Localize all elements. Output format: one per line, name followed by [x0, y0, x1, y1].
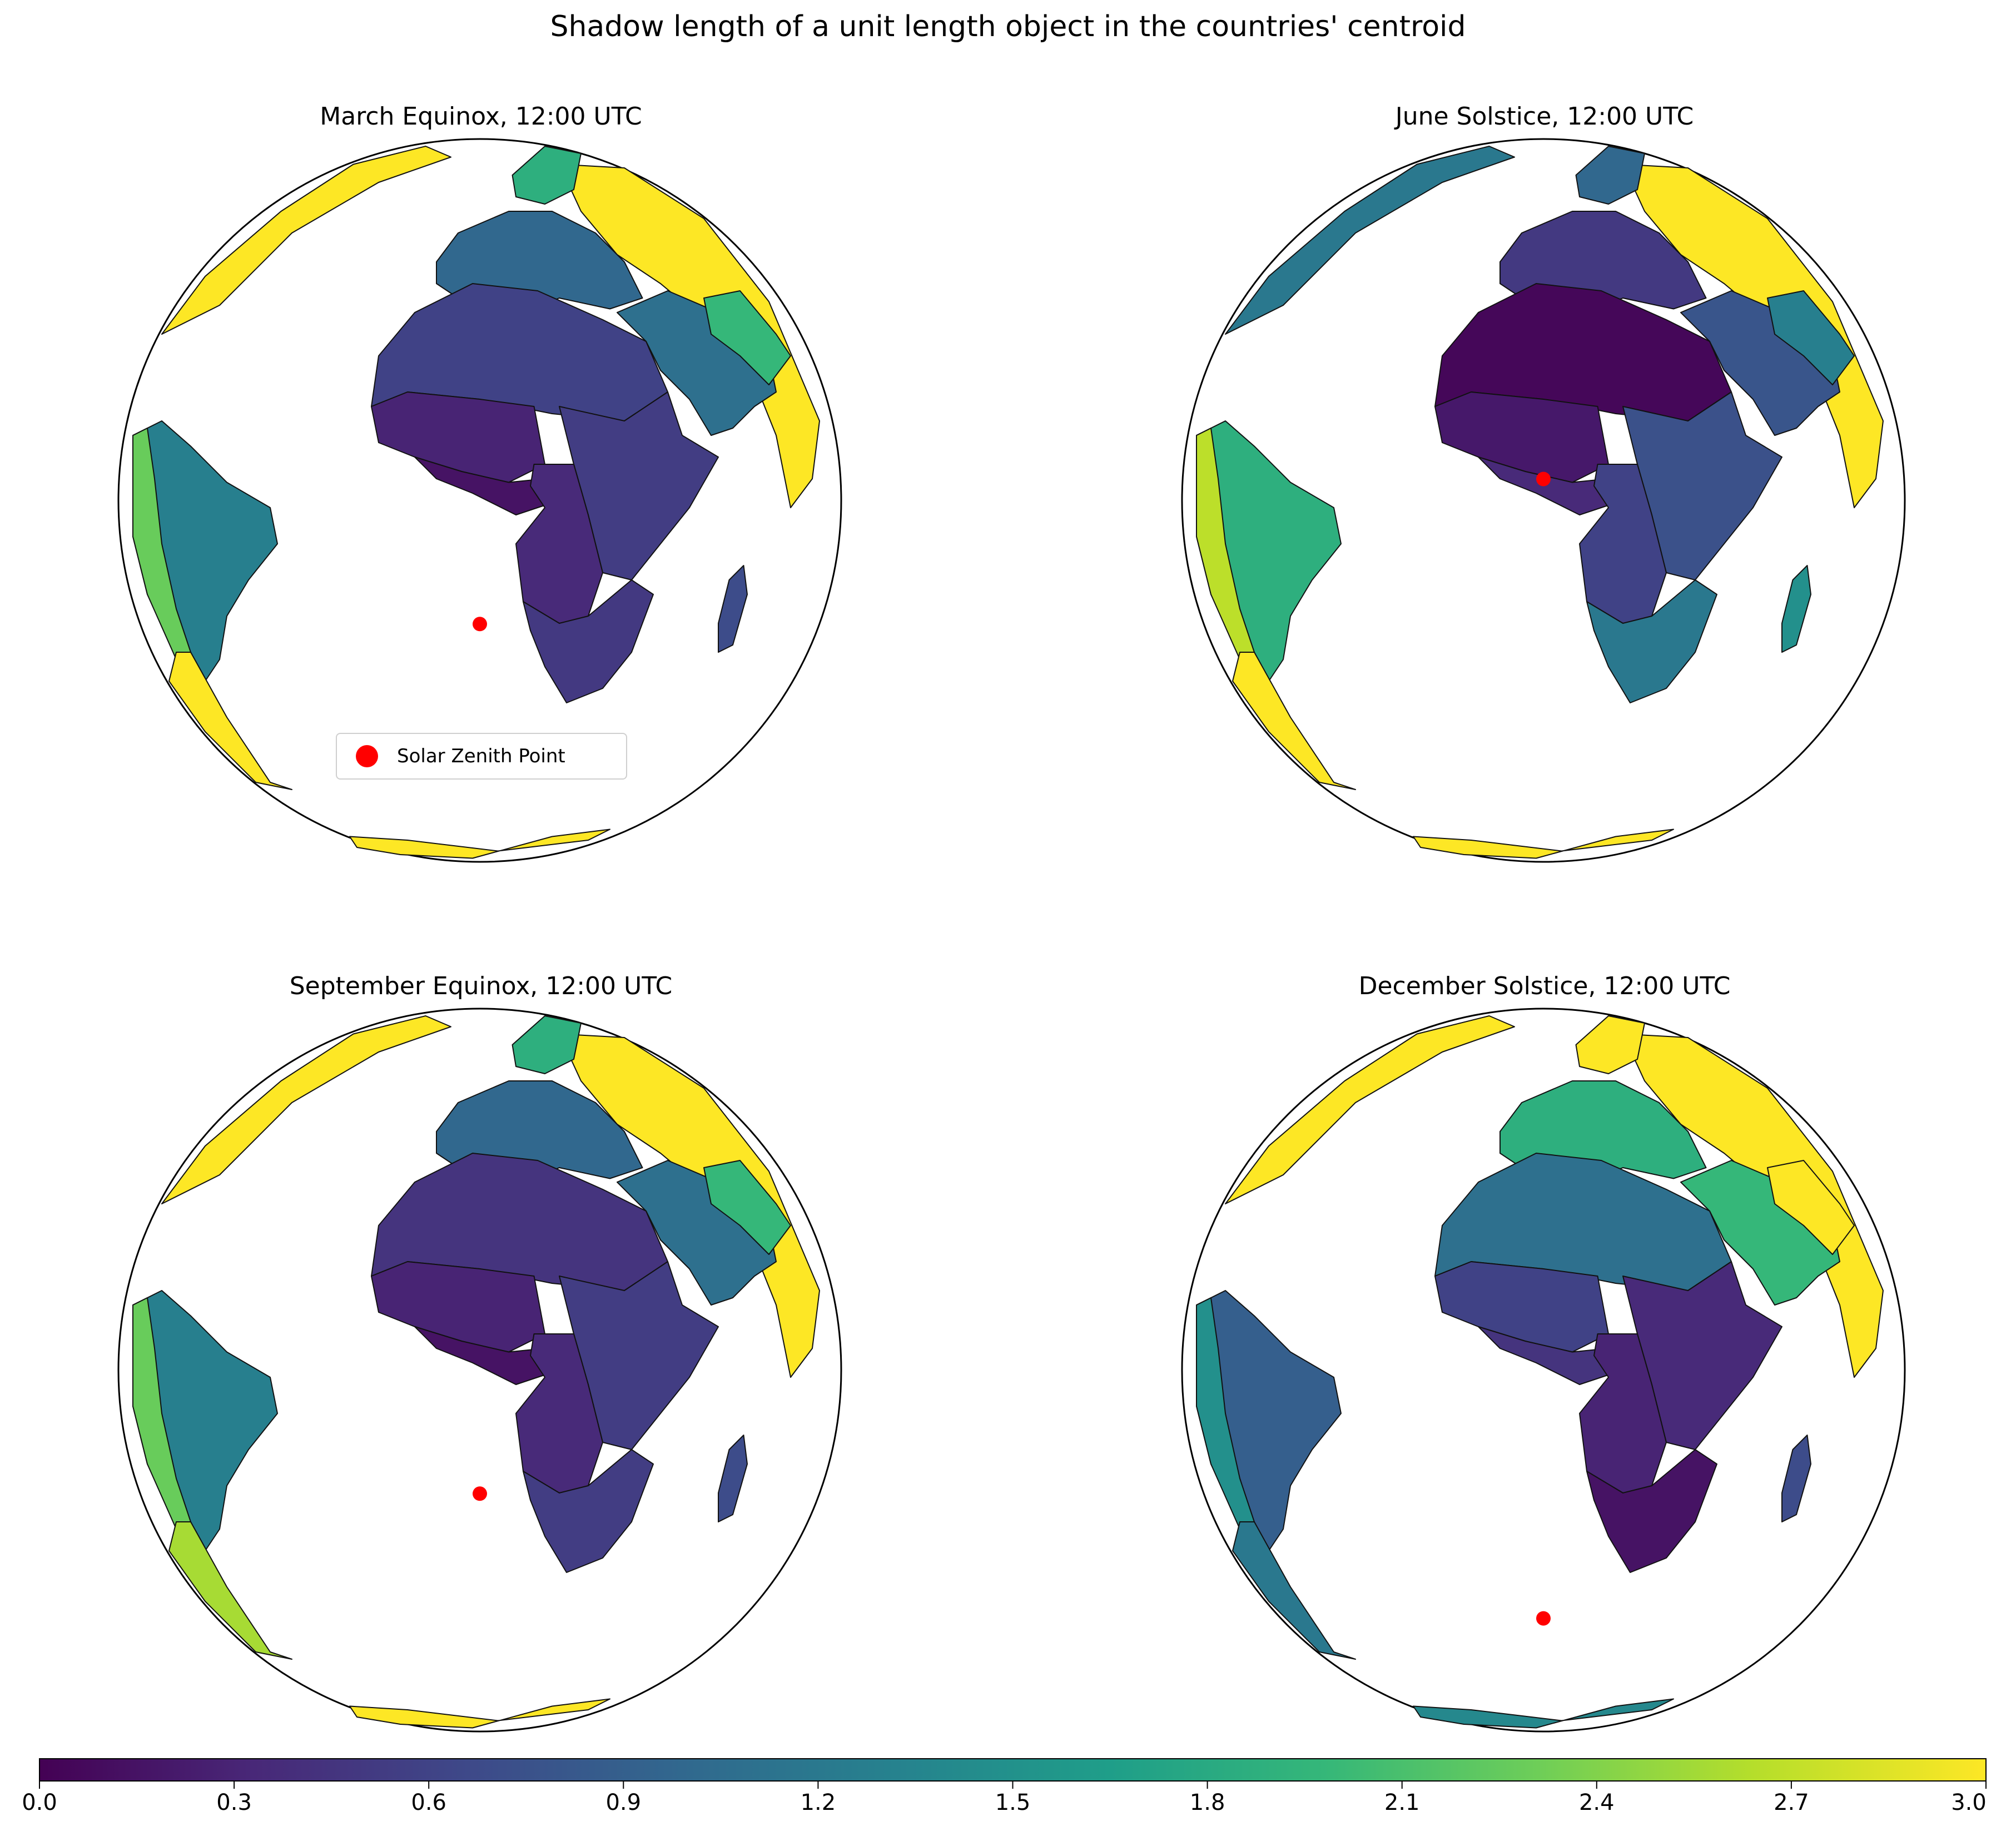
region-antarctica	[1413, 1698, 1674, 1729]
region-scandinavia	[512, 1015, 582, 1074]
colorbar-tick-label: 2.7	[1774, 1790, 1809, 1815]
region-antarctica	[349, 1698, 610, 1729]
region-iran	[1767, 1160, 1855, 1255]
region-southern-africa	[523, 579, 654, 703]
solar-zenith-point	[473, 617, 487, 632]
figure-title: Shadow length of a unit length object in…	[550, 10, 1466, 43]
colorbar-tick-label: 0.3	[216, 1790, 252, 1815]
globe-panel-1	[1181, 138, 1906, 863]
region-southern-africa	[1586, 579, 1717, 703]
region-russia	[559, 1033, 820, 1378]
colorbar-tick-label: 0.9	[605, 1790, 642, 1815]
legend: Solar Zenith Point	[336, 733, 627, 780]
region-greenland	[161, 146, 451, 335]
colorbar-tick-label: 1.2	[800, 1790, 836, 1815]
region-greenland	[161, 1015, 451, 1204]
globe-panel-3	[1181, 1008, 1906, 1733]
region-southern-africa	[523, 1449, 654, 1573]
globe-panel-2	[117, 1008, 842, 1733]
region-west-africa	[371, 1261, 545, 1353]
colorbar	[39, 1758, 1987, 1789]
region-patagonia	[1232, 652, 1356, 790]
region-scandinavia	[512, 146, 582, 205]
region-iran	[1767, 290, 1855, 385]
region-scandinavia	[1575, 146, 1645, 205]
region-madagascar	[1781, 565, 1811, 653]
solar-zenith-point	[1536, 1611, 1551, 1626]
region-russia	[559, 163, 820, 508]
region-madagascar	[718, 565, 748, 653]
region-west-africa	[1434, 391, 1609, 483]
colorbar-tick-label: 2.1	[1384, 1790, 1420, 1815]
region-greenland	[1225, 1015, 1515, 1204]
region-madagascar	[1781, 1435, 1811, 1522]
globe-panel-0	[117, 138, 842, 863]
legend-label: Solar Zenith Point	[397, 745, 565, 767]
region-russia	[1622, 1033, 1884, 1378]
region-madagascar	[718, 1435, 748, 1522]
region-scandinavia	[1575, 1015, 1645, 1074]
panel-title-june: June Solstice, 12:00 UTC	[1395, 102, 1694, 131]
region-patagonia	[168, 1521, 292, 1660]
solar-zenith-point	[1536, 472, 1551, 487]
region-antarctica	[1413, 828, 1674, 859]
colorbar-tick-label: 3.0	[1951, 1790, 1987, 1815]
colorbar-tick-label: 0.6	[411, 1790, 446, 1815]
colorbar-tick-label: 2.4	[1578, 1790, 1615, 1815]
colorbar-tick-label: 1.5	[995, 1790, 1031, 1815]
region-southern-africa	[1586, 1449, 1717, 1573]
colorbar-tick-label: 0.0	[22, 1790, 57, 1815]
region-greenland	[1225, 146, 1515, 335]
region-west-africa	[371, 391, 545, 483]
region-iran	[703, 1160, 791, 1255]
region-antarctica	[349, 828, 610, 859]
region-west-africa	[1434, 1261, 1609, 1353]
solar-zenith-point	[473, 1486, 487, 1501]
panel-title-december: December Solstice, 12:00 UTC	[1358, 972, 1731, 1000]
red-dot-marker-icon	[356, 745, 378, 767]
region-russia	[1622, 163, 1884, 508]
colorbar-tick-label: 1.8	[1189, 1790, 1225, 1815]
colorbar-gradient	[39, 1758, 1987, 1782]
panel-title-march: March Equinox, 12:00 UTC	[320, 102, 642, 131]
region-patagonia	[1232, 1521, 1356, 1660]
region-patagonia	[168, 652, 292, 790]
panel-title-september: September Equinox, 12:00 UTC	[289, 972, 673, 1000]
region-iran	[703, 290, 791, 385]
